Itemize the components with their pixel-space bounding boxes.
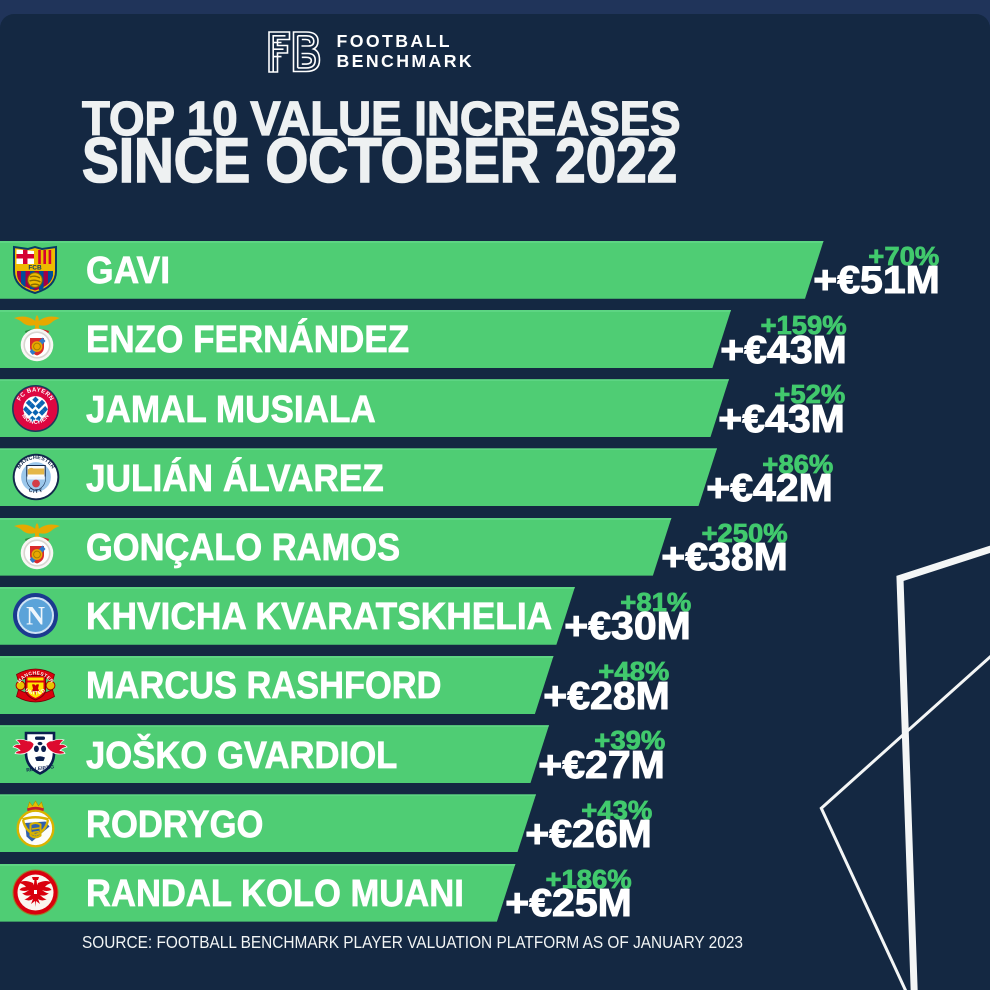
svg-text:CITY: CITY (28, 488, 45, 496)
svg-text:N: N (26, 602, 45, 631)
svg-text:RB LEIPZIG: RB LEIPZIG (26, 764, 55, 773)
svg-text:FCB: FCB (28, 265, 42, 272)
svg-text:UNITED: UNITED (24, 687, 48, 696)
